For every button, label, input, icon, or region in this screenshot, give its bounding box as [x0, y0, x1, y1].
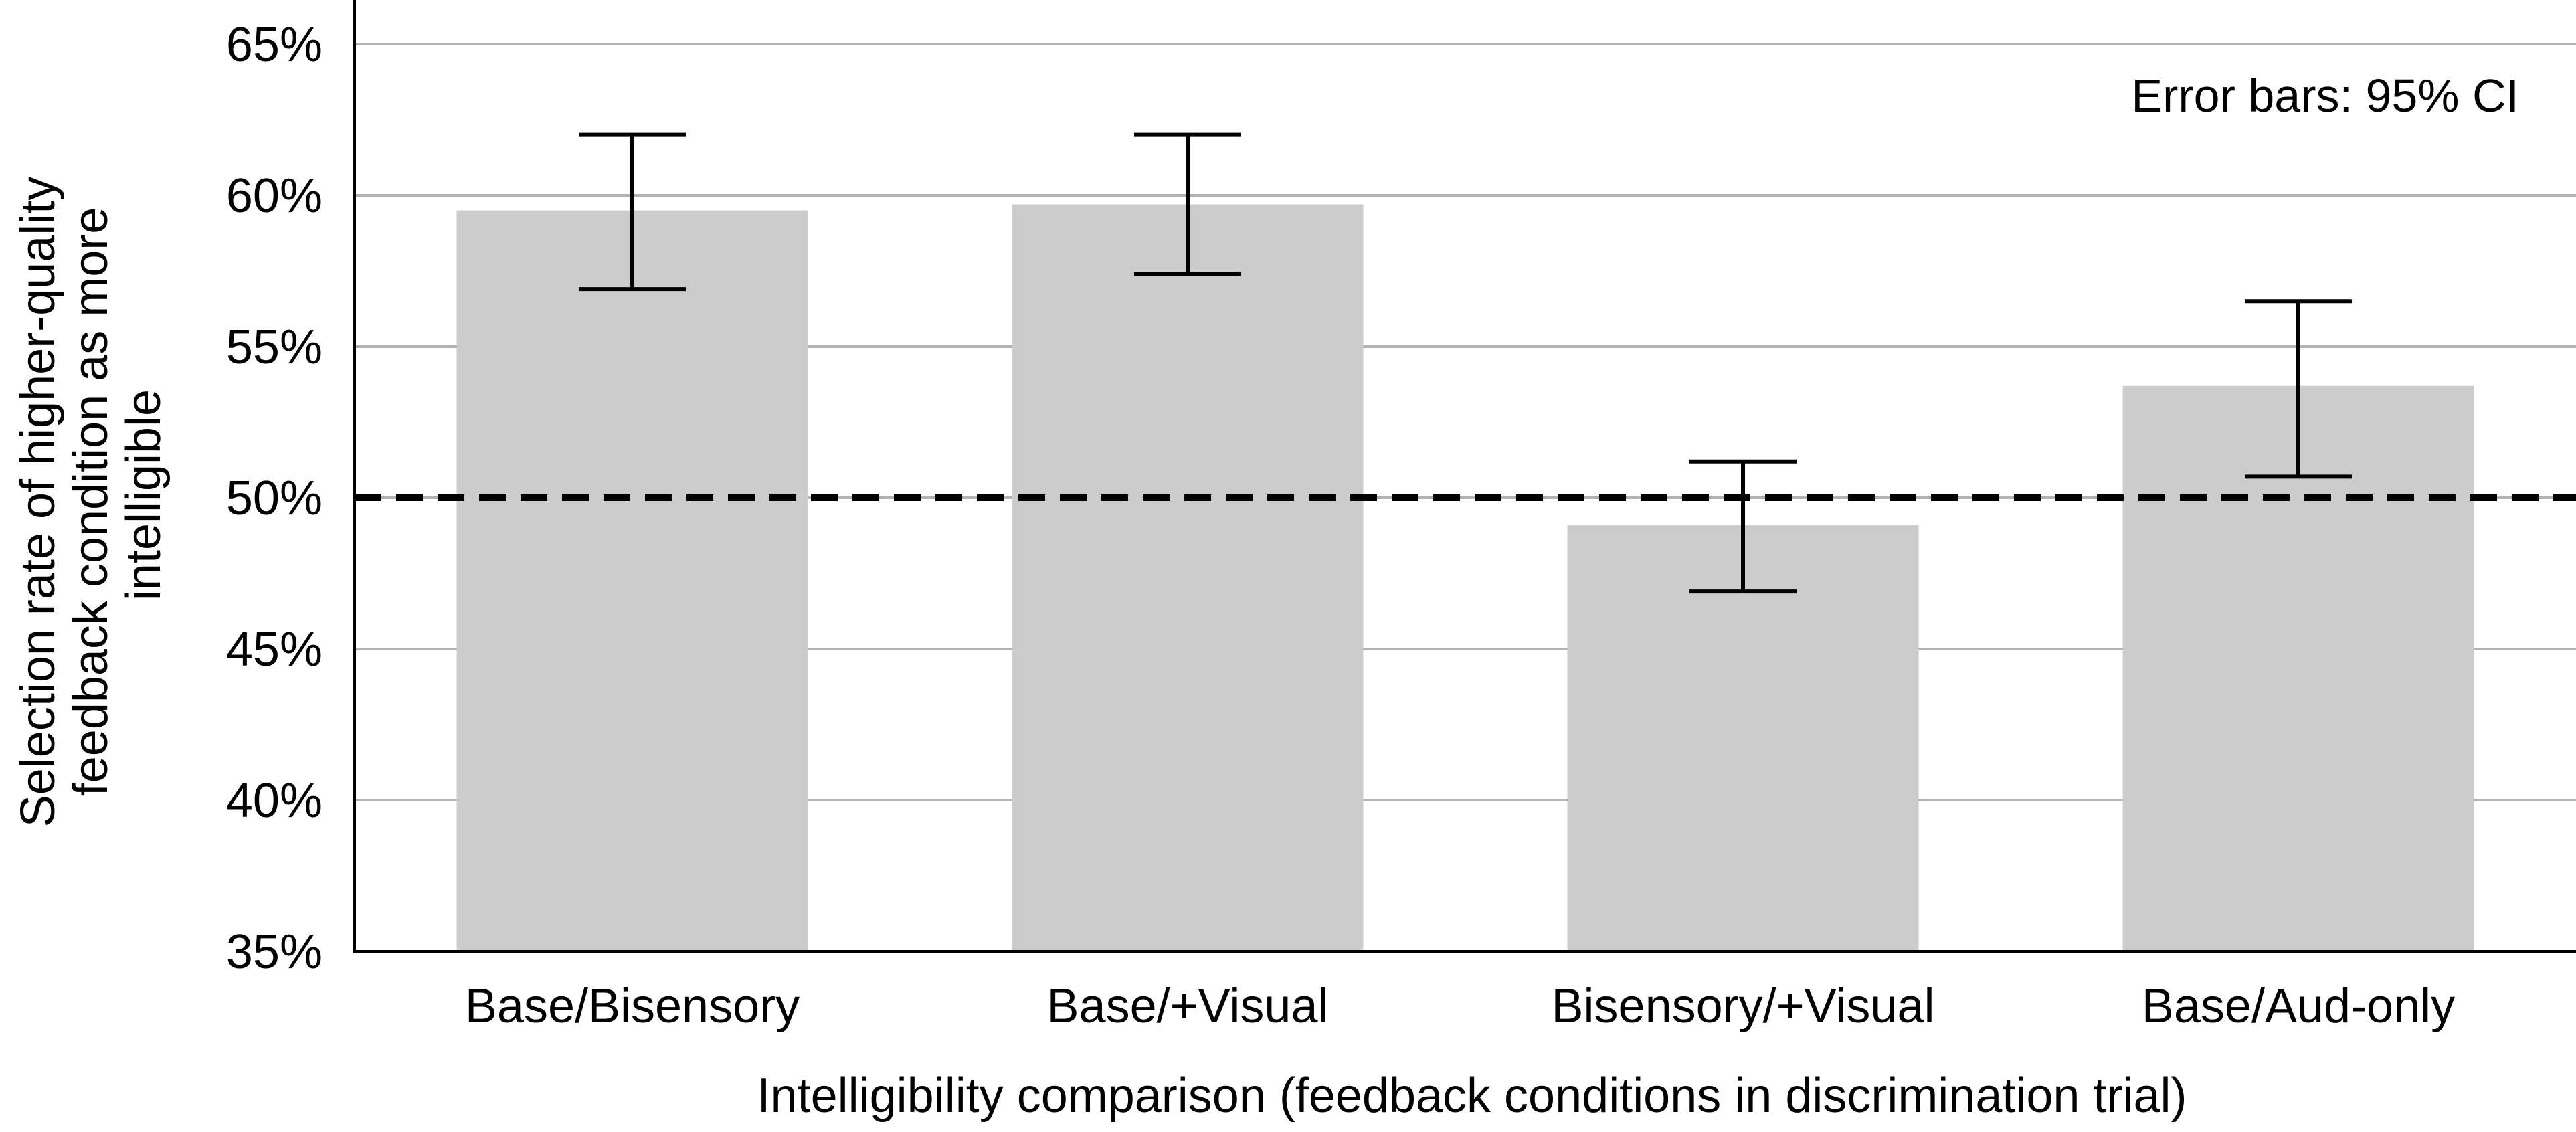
y-axis-label: Selection rate of higher-quality feedbac…: [11, 163, 171, 828]
y-axis-label-line-1: Selection rate of higher-quality: [11, 177, 65, 828]
y-tick-label-50: 50%: [226, 472, 323, 525]
y-tick-label-45: 45%: [226, 623, 323, 676]
y-axis-label-line-2: feedback condition as more: [64, 207, 118, 797]
y-tick-label-55: 55%: [226, 320, 323, 374]
bar-3: [1567, 525, 1919, 951]
x-tick-label-4: Base/Aud-only: [2142, 979, 2455, 1033]
tick-labels: 35% 40% 45% 50% 55% 60% 65% Base/Bisensory Base/…: [226, 18, 2455, 1033]
bars: [456, 204, 2474, 952]
error-bars: [579, 132, 2352, 594]
x-tick-label-2: Base/+Visual: [1047, 979, 1329, 1033]
bar-2: [1012, 204, 1364, 951]
y-tick-label-60: 60%: [226, 169, 323, 223]
y-axis-label-line-3: intelligible: [117, 389, 171, 601]
axes: [353, 0, 2576, 953]
bar-4: [2122, 385, 2474, 951]
bar-1: [456, 210, 808, 952]
y-tick-label-40: 40%: [226, 774, 323, 828]
x-axis-label: Intelligibility comparison (feedback con…: [757, 1069, 2187, 1123]
x-tick-label-3: Bisensory/+Visual: [1552, 979, 1935, 1033]
x-tick-label-1: Base/Bisensory: [465, 979, 800, 1033]
y-tick-label-65: 65%: [226, 18, 323, 72]
annotation-error-bars: Error bars: 95% CI: [2131, 70, 2519, 122]
y-tick-label-35: 35%: [226, 925, 323, 979]
